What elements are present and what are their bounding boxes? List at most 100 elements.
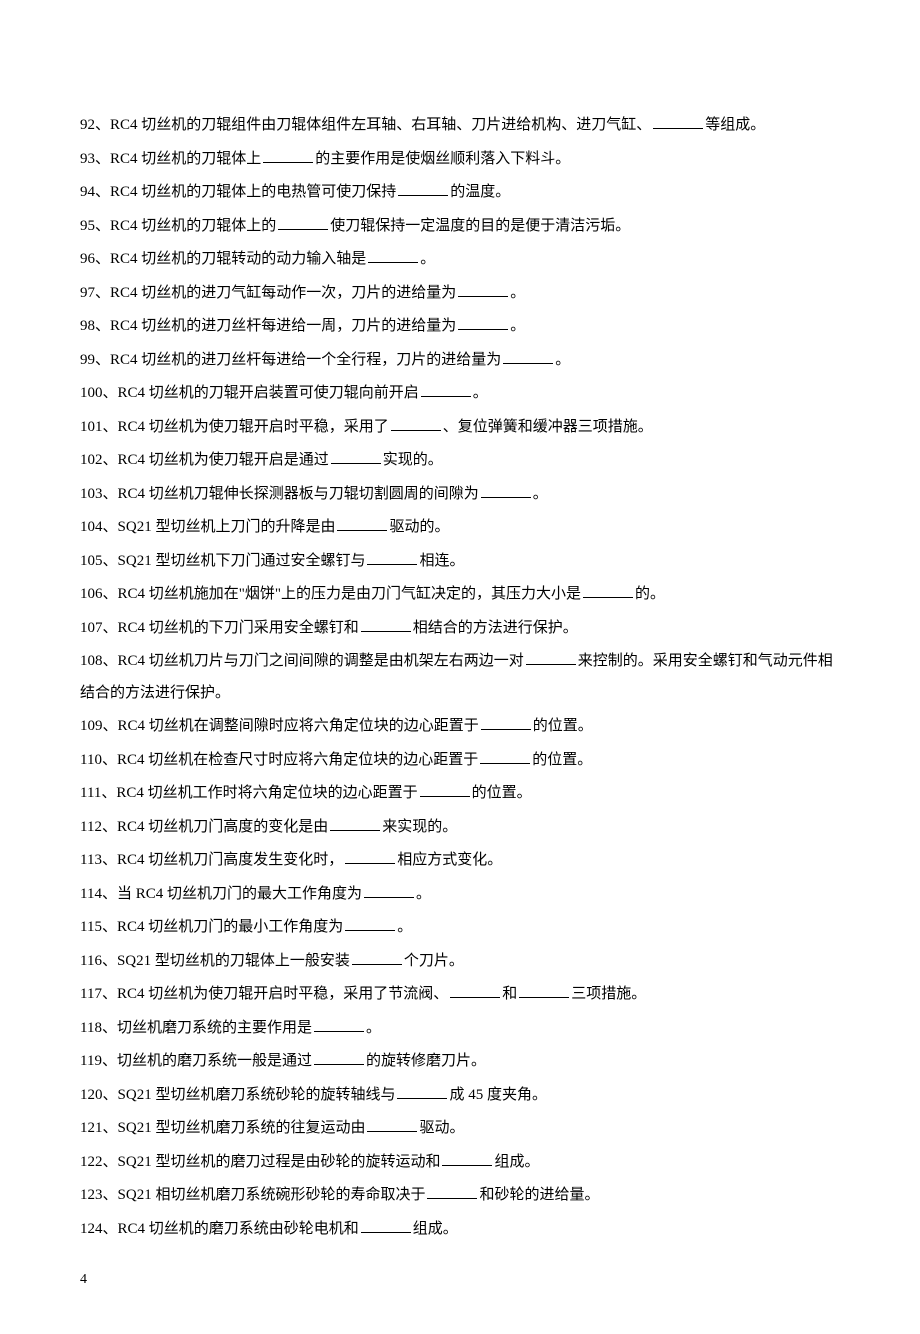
question-text: 的主要作用是使烟丝顺利落入下料斗。 [315, 151, 570, 167]
question-text: SQ21 型切丝机磨刀系统的往复运动由 [118, 1120, 366, 1136]
question-item: 109、RC4 切丝机在调整间隙时应将六角定位块的边心距置于的位置。 [80, 711, 840, 743]
question-number: 95、 [80, 218, 110, 234]
fill-blank [391, 416, 441, 431]
question-text: 。 [420, 251, 435, 267]
fill-blank [481, 715, 531, 730]
question-item: 113、RC4 切丝机刀门高度发生变化时，相应方式变化。 [80, 845, 840, 877]
question-text: RC4 切丝机刀门高度发生变化时， [117, 852, 343, 868]
fill-blank [345, 849, 395, 864]
question-text: 。 [510, 318, 525, 334]
question-item: 124、RC4 切丝机的磨刀系统由砂轮电机和组成。 [80, 1214, 840, 1246]
question-text: 。 [555, 352, 570, 368]
question-number: 117、 [80, 986, 117, 1002]
question-item: 122、SQ21 型切丝机的磨刀过程是由砂轮的旋转运动和组成。 [80, 1147, 840, 1179]
question-text: 。 [510, 285, 525, 301]
question-text: SQ21 型切丝机上刀门的升降是由 [118, 519, 336, 535]
question-text: 和砂轮的进给量。 [479, 1187, 599, 1203]
question-text: RC4 切丝机为使刀辊开启是通过 [118, 452, 329, 468]
fill-blank [361, 1218, 411, 1233]
question-text: 组成。 [494, 1154, 539, 1170]
fill-blank [458, 282, 508, 297]
question-text: 当 RC4 切丝机刀门的最大工作角度为 [117, 886, 362, 902]
fill-blank [480, 749, 530, 764]
question-text: 成 45 度夹角。 [449, 1087, 547, 1103]
question-item: 98、RC4 切丝机的进刀丝杆每进给一周，刀片的进给量为。 [80, 311, 840, 343]
question-number: 121、 [80, 1120, 118, 1136]
question-number: 104、 [80, 519, 118, 535]
question-number: 124、 [80, 1221, 118, 1237]
questions-list: 92、RC4 切丝机的刀辊组件由刀辊体组件左耳轴、右耳轴、刀片进给机构、进刀气缸… [80, 110, 840, 1245]
question-number: 92、 [80, 117, 110, 133]
question-text: RC4 切丝机的进刀气缸每动作一次，刀片的进给量为 [110, 285, 456, 301]
question-text: 。 [416, 886, 431, 902]
question-text: 。 [533, 486, 548, 502]
question-item: 95、RC4 切丝机的刀辊体上的使刀辊保持一定温度的目的是便于清洁污垢。 [80, 211, 840, 243]
question-number: 115、 [80, 919, 117, 935]
question-text: 来实现的。 [382, 819, 457, 835]
fill-blank [526, 650, 576, 665]
question-text: SQ21 相切丝机磨刀系统碗形砂轮的寿命取决于 [118, 1187, 426, 1203]
question-text: RC4 切丝机的进刀丝杆每进给一个全行程，刀片的进给量为 [110, 352, 501, 368]
question-text: RC4 切丝机的下刀门采用安全螺钉和 [118, 620, 359, 636]
fill-blank [278, 215, 328, 230]
question-number: 122、 [80, 1154, 118, 1170]
question-item: 106、RC4 切丝机施加在"烟饼"上的压力是由刀门气缸决定的，其压力大小是的。 [80, 579, 840, 611]
question-number: 98、 [80, 318, 110, 334]
question-item: 120、SQ21 型切丝机磨刀系统砂轮的旋转轴线与成 45 度夹角。 [80, 1080, 840, 1112]
question-item: 103、RC4 切丝机刀辊伸长探测器板与刀辊切割圆周的间隙为 。 [80, 479, 840, 511]
fill-blank [367, 550, 417, 565]
question-text: 。 [366, 1020, 381, 1036]
question-item: 108、RC4 切丝机刀片与刀门之间间隙的调整是由机架左右两边一对来控制的。采用… [80, 646, 840, 709]
question-text: 三项措施。 [571, 986, 646, 1002]
question-text: RC4 切丝机的刀辊转动的动力输入轴是 [110, 251, 366, 267]
question-number: 106、 [80, 586, 118, 602]
question-text: RC4 切丝机的刀辊体上的电热管可使刀保持 [110, 184, 396, 200]
question-item: 93、RC4 切丝机的刀辊体上的主要作用是使烟丝顺利落入下料斗。 [80, 144, 840, 176]
fill-blank [458, 315, 508, 330]
question-text: 相应方式变化。 [397, 852, 502, 868]
question-item: 101、RC4 切丝机为使刀辊开启时平稳，采用了、复位弹簧和缓冲器三项措施。 [80, 412, 840, 444]
fill-blank [653, 114, 703, 129]
question-text: RC4 切丝机为使刀辊开启时平稳，采用了节流阀、 [117, 986, 448, 1002]
question-item: 119、切丝机的磨刀系统一般是通过的旋转修磨刀片。 [80, 1046, 840, 1078]
question-text: 的旋转修磨刀片。 [366, 1053, 486, 1069]
question-item: 112、RC4 切丝机刀门高度的变化是由来实现的。 [80, 812, 840, 844]
fill-blank [330, 816, 380, 831]
question-number: 118、 [80, 1020, 117, 1036]
question-text: 的位置。 [533, 718, 593, 734]
question-text: RC4 切丝机的刀辊体上的 [110, 218, 276, 234]
fill-blank [367, 1117, 417, 1132]
question-text: RC4 切丝机在调整间隙时应将六角定位块的边心距置于 [118, 718, 479, 734]
fill-blank [420, 782, 470, 797]
fill-blank [314, 1050, 364, 1065]
question-text: RC4 切丝机刀辊伸长探测器板与刀辊切割圆周的间隙为 [118, 486, 479, 502]
question-number: 116、 [80, 953, 117, 969]
question-number: 102、 [80, 452, 118, 468]
fill-blank [519, 983, 569, 998]
fill-blank [337, 516, 387, 531]
fill-blank [421, 382, 471, 397]
question-number: 108、 [80, 653, 118, 669]
question-item: 121、SQ21 型切丝机磨刀系统的往复运动由驱动。 [80, 1113, 840, 1145]
question-item: 94、RC4 切丝机的刀辊体上的电热管可使刀保持的温度。 [80, 177, 840, 209]
question-item: 115、RC4 切丝机刀门的最小工作角度为。 [80, 912, 840, 944]
question-item: 111、RC4 切丝机工作时将六角定位块的边心距置于的位置。 [80, 778, 840, 810]
question-item: 99、RC4 切丝机的进刀丝杆每进给一个全行程，刀片的进给量为。 [80, 345, 840, 377]
question-text: 切丝机的磨刀系统一般是通过 [117, 1053, 312, 1069]
question-item: 118、切丝机磨刀系统的主要作用是。 [80, 1013, 840, 1045]
question-number: 96、 [80, 251, 110, 267]
question-number: 103、 [80, 486, 118, 502]
fill-blank [398, 181, 448, 196]
question-number: 93、 [80, 151, 110, 167]
question-item: 92、RC4 切丝机的刀辊组件由刀辊体组件左耳轴、右耳轴、刀片进给机构、进刀气缸… [80, 110, 840, 142]
question-item: 117、RC4 切丝机为使刀辊开启时平稳，采用了节流阀、和三项措施。 [80, 979, 840, 1011]
fill-blank [361, 617, 411, 632]
question-text: RC4 切丝机工作时将六角定位块的边心距置于 [116, 785, 417, 801]
question-text: 相结合的方法进行保护。 [413, 620, 578, 636]
question-text: SQ21 型切丝机下刀门通过安全螺钉与 [118, 553, 366, 569]
question-number: 120、 [80, 1087, 118, 1103]
fill-blank [442, 1151, 492, 1166]
question-text: RC4 切丝机施加在"烟饼"上的压力是由刀门气缸决定的，其压力大小是 [118, 586, 582, 602]
question-item: 116、SQ21 型切丝机的刀辊体上一般安装个刀片。 [80, 946, 840, 978]
question-number: 97、 [80, 285, 110, 301]
